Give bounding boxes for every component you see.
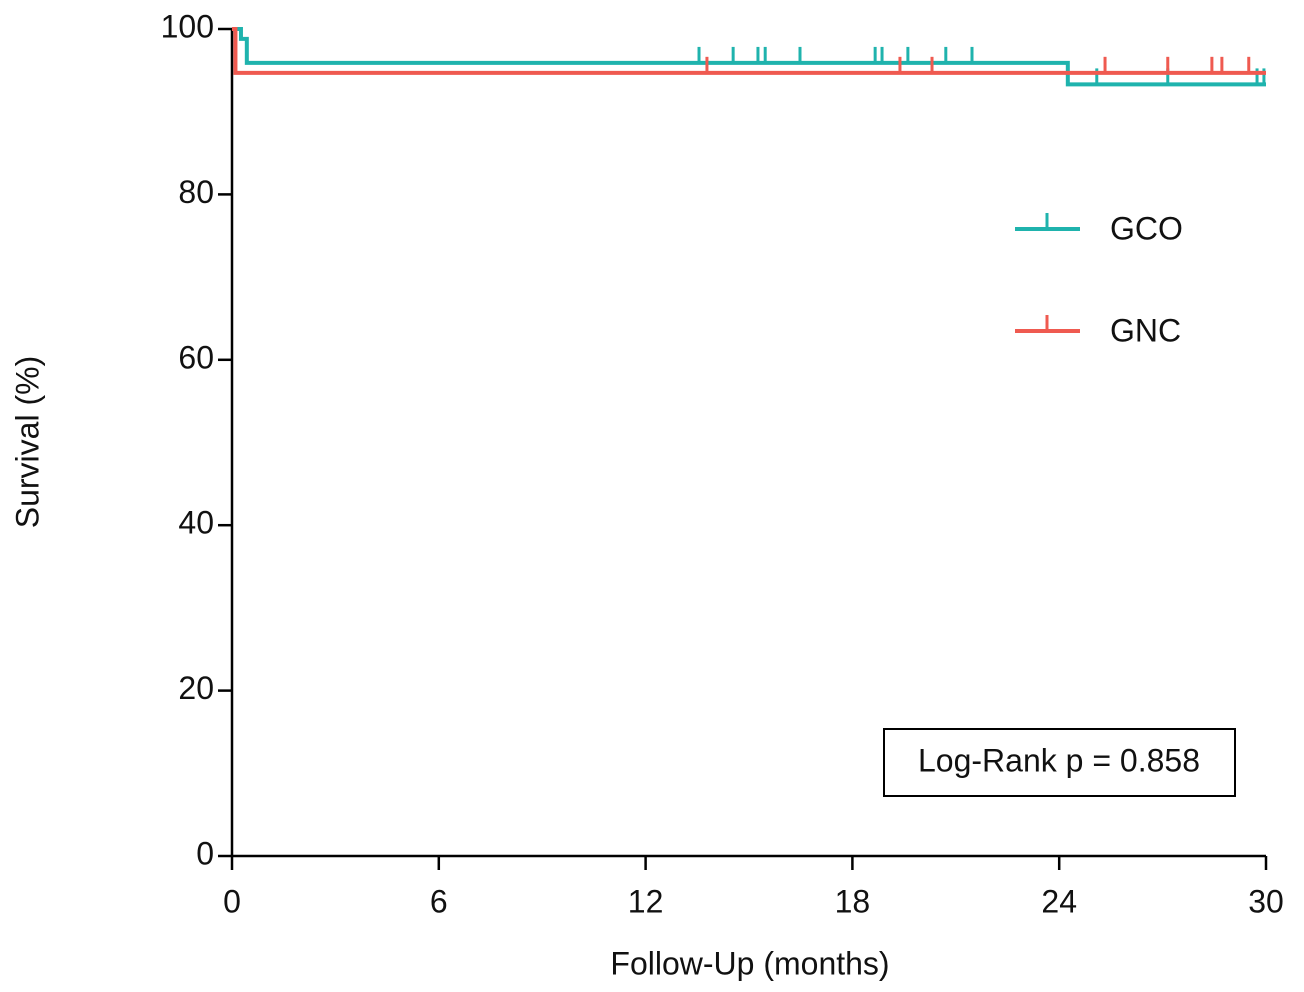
legend-label: GCO	[1110, 210, 1183, 246]
y-tick-label: 40	[178, 505, 214, 541]
x-tick-label: 0	[223, 883, 241, 919]
x-tick-label: 18	[835, 883, 871, 919]
y-tick-label: 0	[196, 835, 214, 871]
y-tick-label: 60	[178, 339, 214, 375]
annotation: Log-Rank p = 0.858	[918, 742, 1200, 778]
x-tick-label: 6	[430, 883, 448, 919]
x-axis-title: Follow-Up (months)	[610, 945, 889, 981]
legend-label: GNC	[1110, 312, 1181, 348]
y-tick-label: 20	[178, 670, 214, 706]
survival-curve	[232, 27, 1266, 75]
y-tick-label: 80	[178, 174, 214, 210]
y-tick-label: 100	[161, 8, 214, 44]
y-axis-title: Survival (%)	[9, 356, 45, 528]
x-tick-label: 24	[1041, 883, 1077, 919]
annotation-box	[883, 728, 1236, 797]
survival-curve	[232, 27, 1266, 87]
x-tick-label: 30	[1248, 883, 1284, 919]
x-tick-label: 12	[628, 883, 664, 919]
